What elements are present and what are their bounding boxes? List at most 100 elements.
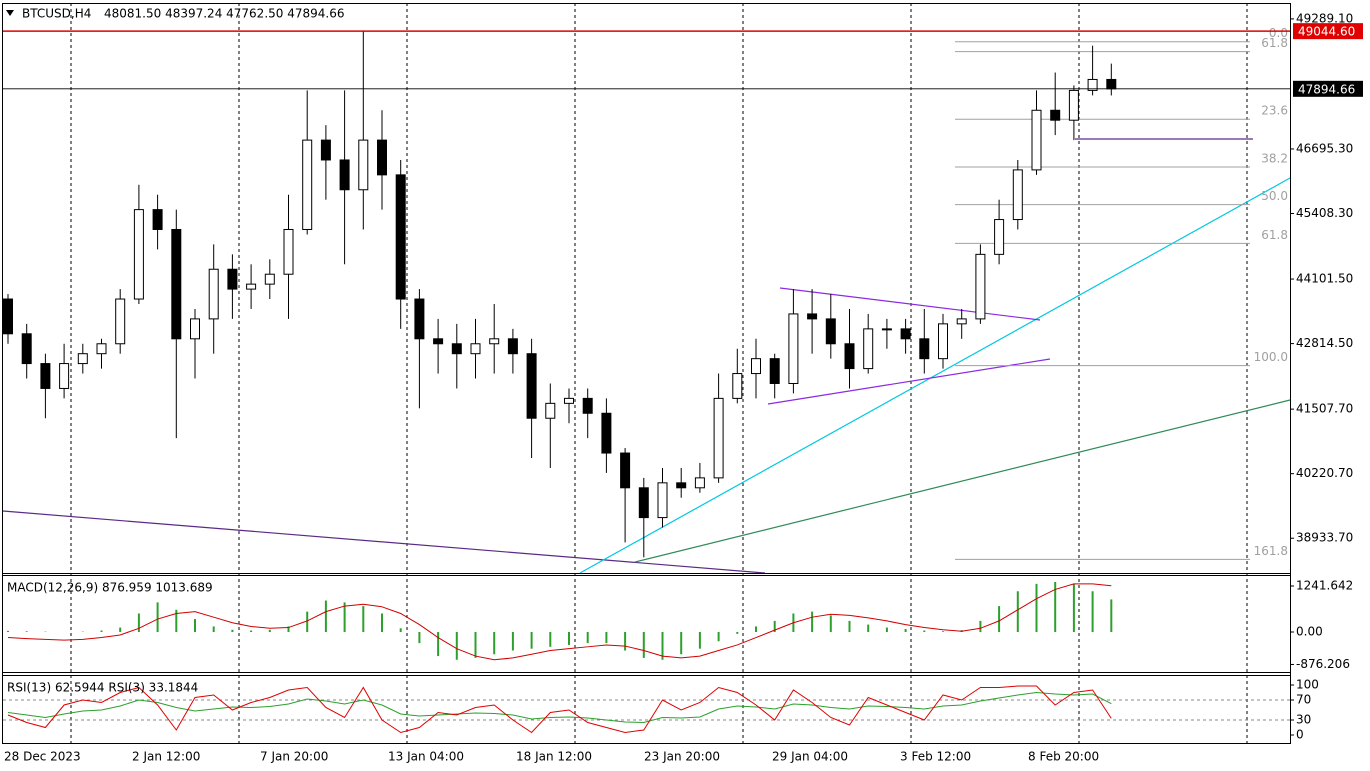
x-tick-label: 8 Feb 20:00 <box>1028 750 1099 764</box>
candle-body <box>59 363 70 389</box>
candle-body <box>863 328 874 370</box>
indicator-title: RSI(13) 62.5944 RSI(3) 33.1844 <box>7 681 198 695</box>
indicator-title: MACD(12,26,9) 876.959 1013.689 <box>7 581 213 595</box>
candle-body <box>96 343 107 355</box>
candle-body <box>246 283 257 290</box>
y-tick-label: -876.206 <box>1296 657 1350 671</box>
y-tick-label: 40220.70 <box>1296 466 1353 480</box>
candle-body <box>751 358 761 375</box>
y-tick-label: 1241.642 <box>1296 579 1353 593</box>
candle-body <box>433 338 444 345</box>
y-tick-label: 100 <box>1296 678 1319 692</box>
candle-body <box>1050 109 1061 121</box>
price-tag <box>1293 80 1363 97</box>
candle-body <box>582 397 593 414</box>
candle-body <box>1012 169 1023 221</box>
candle-body <box>264 273 275 285</box>
candle-body <box>713 397 724 479</box>
y-tick-label: 30 <box>1296 713 1311 727</box>
x-tick-label: 29 Jan 04:00 <box>772 750 848 764</box>
candle-body <box>1106 78 1117 90</box>
fib-label: 100.0 <box>1254 350 1288 364</box>
candle-body <box>676 482 687 489</box>
candle-body <box>900 328 911 340</box>
x-tick-label: 13 Jan 04:00 <box>388 750 464 764</box>
candle-body <box>638 487 649 519</box>
price-tag-label: 49044.60 <box>1298 25 1355 39</box>
x-tick-label: 18 Jan 12:00 <box>516 750 592 764</box>
candle-body <box>825 318 836 345</box>
candle-body <box>190 318 200 340</box>
candle-body <box>526 353 537 419</box>
candle-body <box>601 412 612 454</box>
candle-body <box>115 298 126 345</box>
candle-body <box>489 338 500 345</box>
candle-body <box>283 228 294 275</box>
candle-body <box>938 323 948 360</box>
y-tick-label: 41507.70 <box>1296 402 1353 416</box>
candle-body <box>133 209 144 300</box>
fib-label: 161.8 <box>1254 544 1288 558</box>
candle-body <box>320 139 331 161</box>
candle-body <box>3 298 13 335</box>
rsi-line <box>7 685 1112 734</box>
candle-body <box>339 159 350 191</box>
fib-label: 38.2 <box>1261 151 1288 165</box>
candle-body <box>1031 109 1042 171</box>
fib-label: 61.8 <box>1261 228 1288 242</box>
ohlc: 48081.50 48397.24 47762.50 47894.66 <box>104 7 344 21</box>
candle-body <box>657 482 668 519</box>
candle-body <box>844 343 855 370</box>
candle-body <box>21 333 32 365</box>
candle-body <box>227 268 238 290</box>
candle-body <box>1087 78 1098 91</box>
candle-body <box>732 373 743 399</box>
fib-label: 0.0 <box>1269 26 1288 40</box>
symbol: BTCUSD,H4 <box>22 7 91 21</box>
y-tick-label: 44101.50 <box>1296 272 1353 286</box>
candle-body <box>564 397 574 404</box>
candle-body <box>919 338 930 360</box>
candle-body <box>377 139 387 176</box>
y-tick-label: 49289.10 <box>1296 11 1353 25</box>
candle-body <box>994 219 1005 255</box>
candle-body <box>881 328 892 331</box>
candle-body <box>620 452 631 489</box>
candle-body <box>451 343 462 355</box>
candle-body <box>788 313 799 384</box>
y-tick-label: 70 <box>1296 693 1311 707</box>
candle-body <box>694 477 705 489</box>
x-tick-label: 28 Dec 2023 <box>4 750 81 764</box>
fib-label: 61.8 <box>1261 36 1288 50</box>
candle-body <box>807 313 818 320</box>
candle-body <box>171 228 182 340</box>
candle-body <box>414 298 425 340</box>
candle-body <box>77 353 88 365</box>
fib-label: 50.0 <box>1261 189 1288 203</box>
price-tag-label: 47894.66 <box>1298 82 1355 96</box>
candle-body <box>208 268 219 320</box>
candle-body <box>975 253 986 320</box>
candle-body <box>545 402 556 419</box>
x-tick-label: 3 Feb 12:00 <box>900 750 971 764</box>
x-tick-label: 7 Jan 20:00 <box>260 750 328 764</box>
candle-body <box>470 343 481 355</box>
candle-body <box>40 363 51 389</box>
frame <box>2 3 1291 744</box>
candle-body <box>1068 89 1079 121</box>
candle-body <box>507 338 518 355</box>
y-tick-label: 38933.70 <box>1296 531 1353 545</box>
y-tick-label: 0.00 <box>1296 625 1323 639</box>
signal-line <box>7 583 1112 661</box>
candle-body <box>302 139 313 230</box>
candle-body <box>769 358 780 384</box>
y-tick-label: 46695.30 <box>1296 141 1353 155</box>
fib-label: 23.6 <box>1261 104 1288 118</box>
x-tick-label: 23 Jan 20:00 <box>644 750 720 764</box>
candle-body <box>956 318 967 325</box>
y-tick-label: 42814.50 <box>1296 336 1353 350</box>
y-tick-label: 0 <box>1296 728 1304 742</box>
collapse-icon[interactable] <box>6 10 14 16</box>
